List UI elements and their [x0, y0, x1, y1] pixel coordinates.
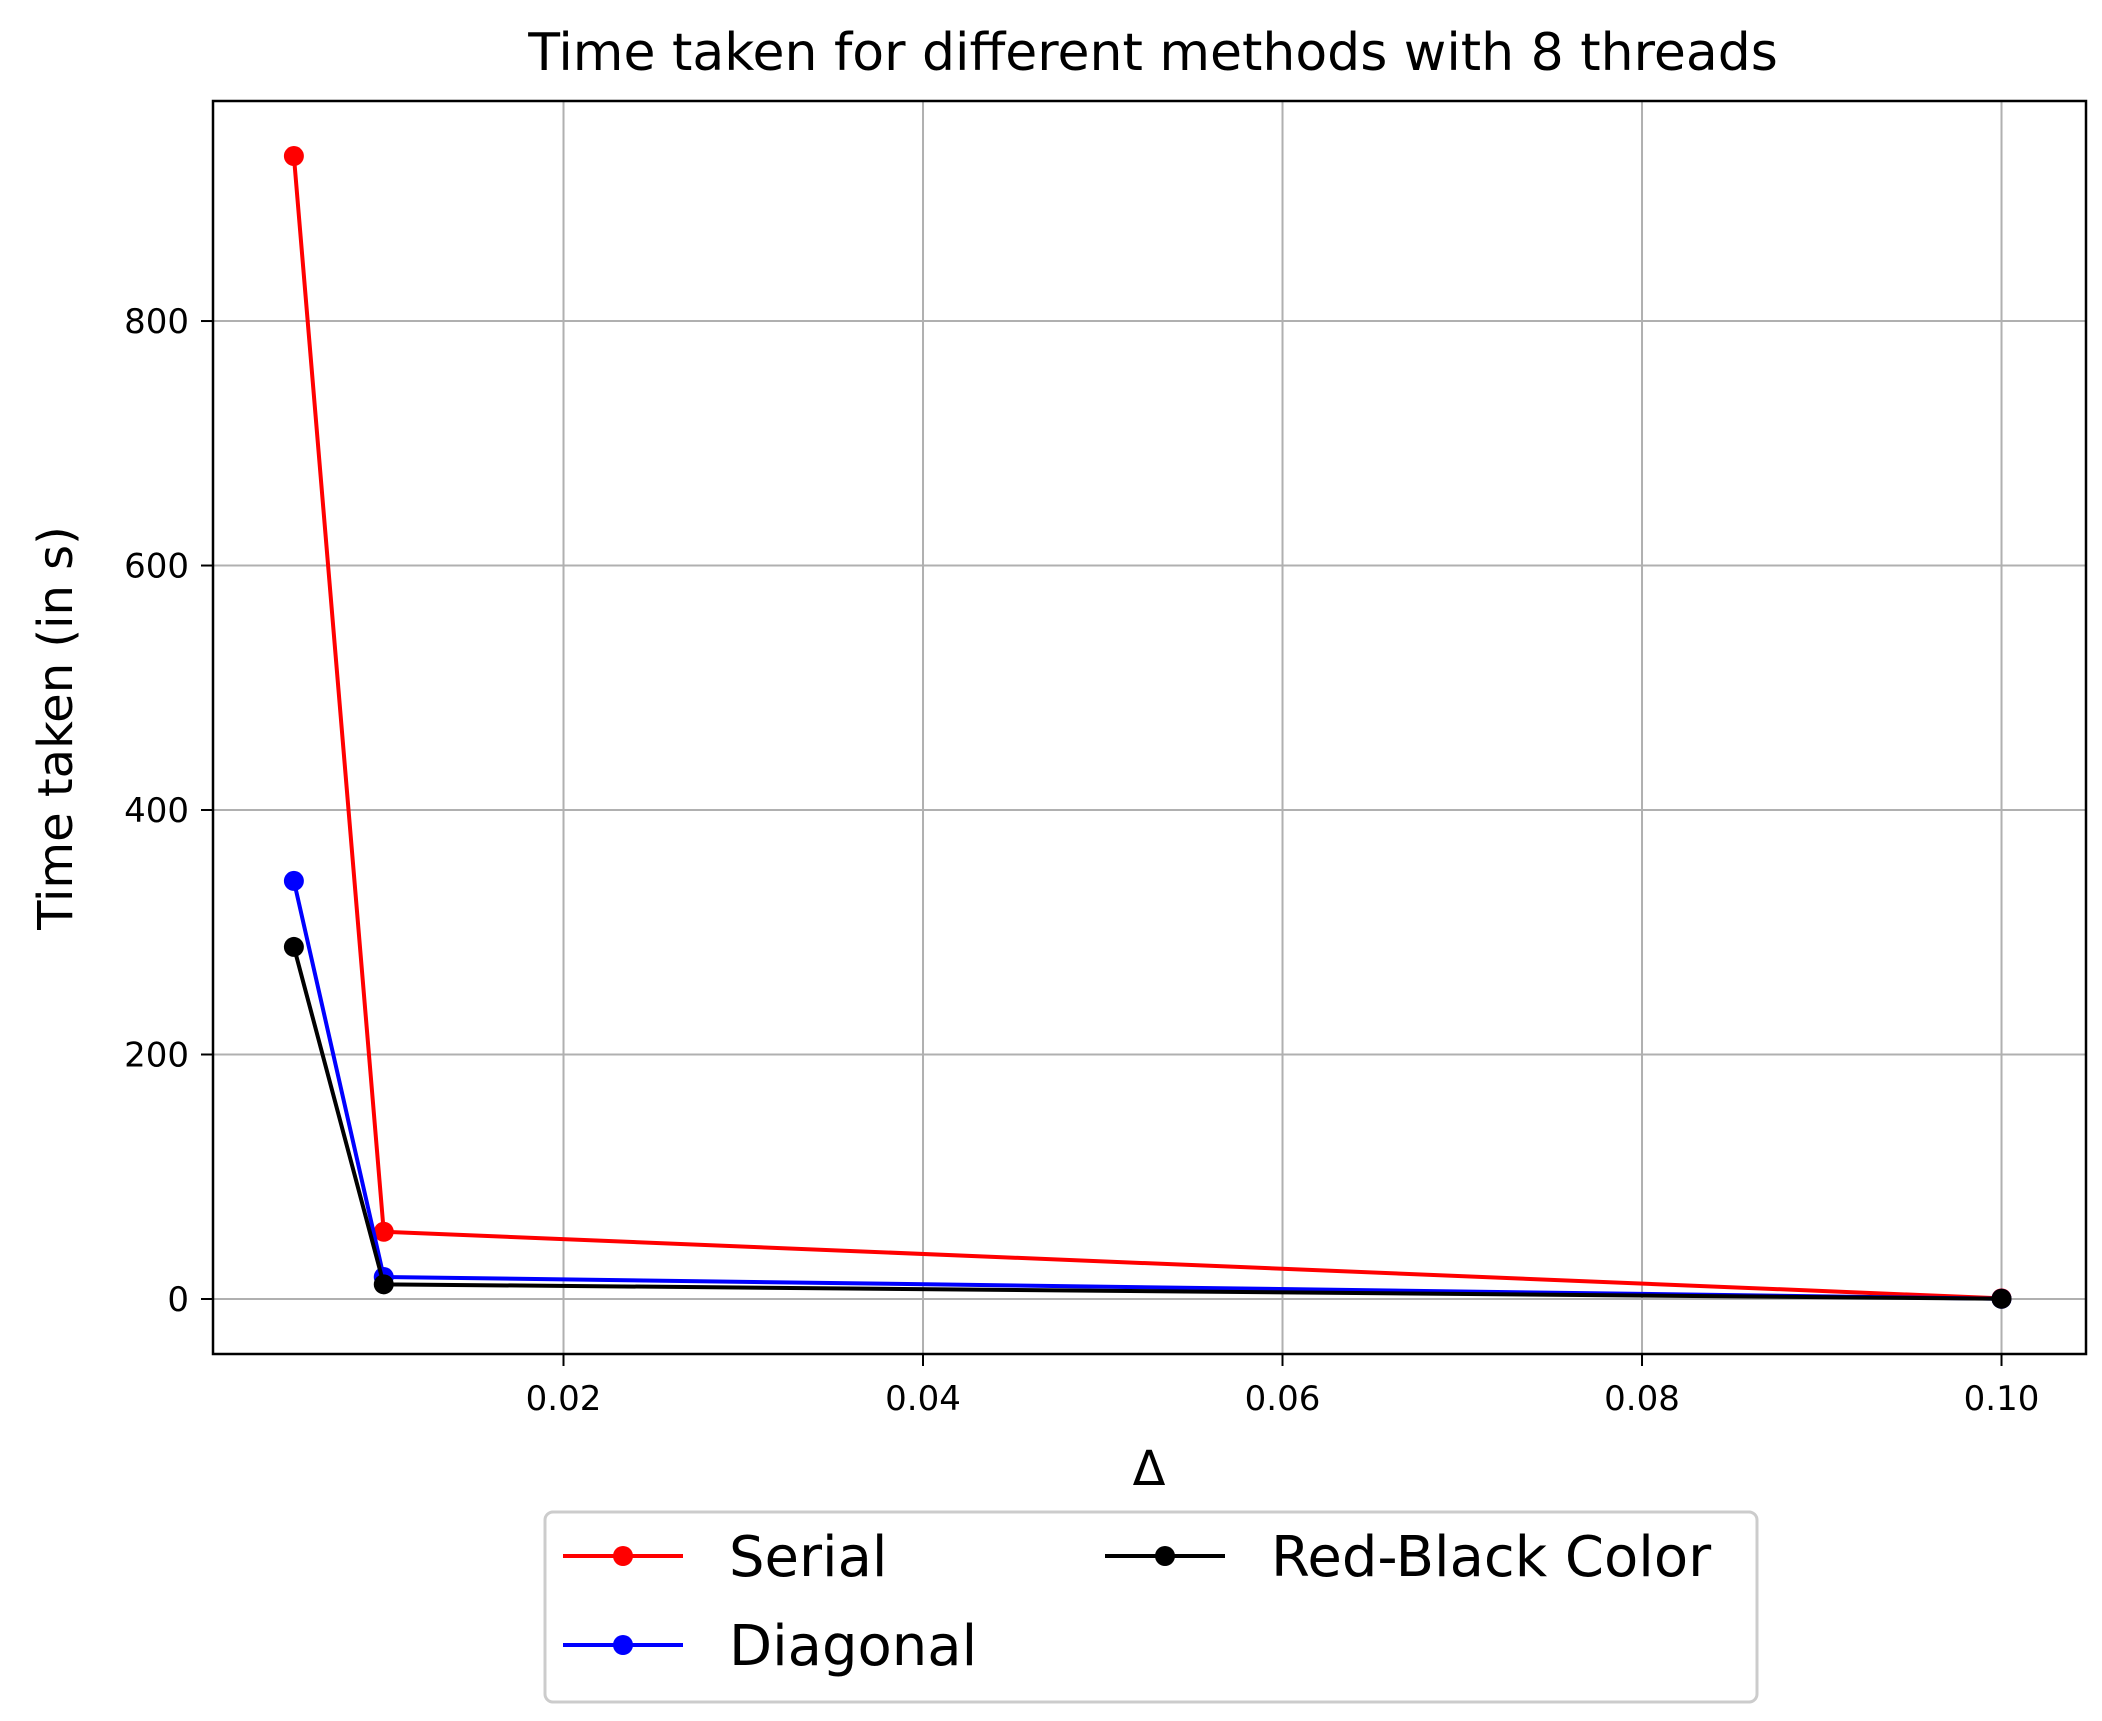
- legend-item-diagonal: Diagonal: [563, 1614, 977, 1679]
- series-red-black-color: [283, 936, 2012, 1309]
- x-tick-label: 0.04: [885, 1379, 961, 1419]
- data-point-red-black-color: [373, 1274, 394, 1295]
- y-tick-label: 600: [124, 547, 189, 587]
- x-tick-label: 0.08: [1604, 1379, 1680, 1419]
- data-point-diagonal: [283, 870, 304, 891]
- legend-label-red-black-color: Red-Black Color: [1271, 1525, 1712, 1590]
- axis-ticks: 0.02 0.04 0.06 0.08 0.10 0 200 400 600 800: [124, 302, 2039, 1419]
- x-tick-label: 0.02: [526, 1379, 602, 1419]
- legend-frame: [543, 1510, 1759, 1704]
- series-layer: [283, 146, 2012, 1309]
- x-tick-label: 0.06: [1245, 1379, 1321, 1419]
- legend-label-serial: Serial: [729, 1525, 887, 1590]
- grid-lines: [213, 101, 2086, 1354]
- legend-marker-red-black-color: [1155, 1546, 1175, 1566]
- x-tick-label: 0.10: [1964, 1379, 2040, 1419]
- legend-label-diagonal: Diagonal: [729, 1614, 977, 1679]
- y-axis-label: Time taken (in s): [28, 526, 84, 931]
- legend-item-serial: Serial: [563, 1525, 887, 1590]
- legend-item-red-black-color: Red-Black Color: [1105, 1525, 1712, 1590]
- y-tick-label: 200: [124, 1036, 189, 1076]
- data-point-red-black-color: [283, 936, 304, 957]
- data-point-red-black-color: [1991, 1288, 2012, 1309]
- legend: Serial Diagonal Red-Black Color: [543, 1510, 1759, 1704]
- data-point-serial: [373, 1221, 394, 1242]
- y-tick-label: 800: [124, 302, 189, 342]
- x-axis-label: Δ: [1133, 1441, 1166, 1497]
- plot-frame: [211, 99, 2088, 1356]
- data-point-serial: [283, 146, 304, 167]
- y-tick-label: 400: [124, 791, 189, 831]
- y-tick-label: 0: [167, 1280, 189, 1320]
- series-serial: [283, 146, 2012, 1309]
- chart-title: Time taken for different methods with 8 …: [527, 23, 1778, 83]
- legend-marker-serial: [613, 1546, 633, 1566]
- legend-marker-diagonal: [613, 1635, 633, 1655]
